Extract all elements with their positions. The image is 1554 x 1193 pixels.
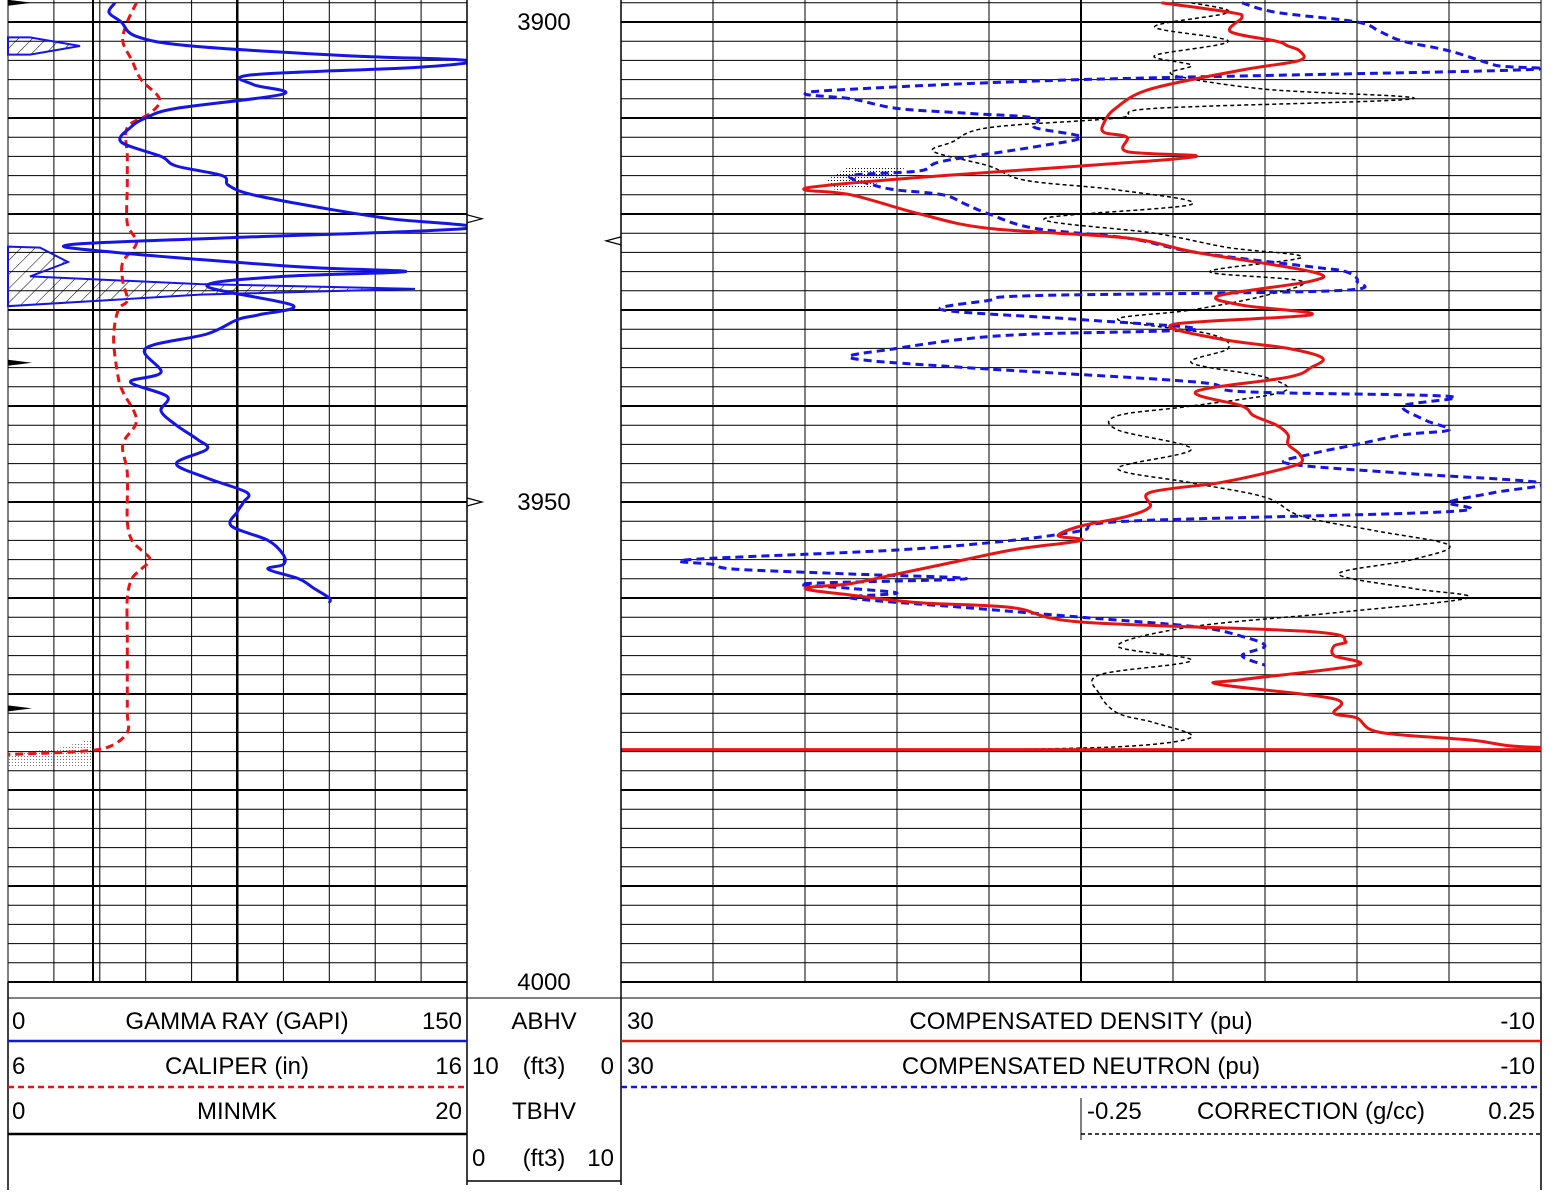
abhv-name: ABHV	[511, 1008, 576, 1035]
caliper-stipple-fill	[8, 740, 93, 766]
corr-min-label: -0.25	[1087, 1098, 1142, 1125]
tbhv-max-label: 10	[587, 1145, 614, 1172]
depth-label-3950: 3950	[517, 489, 570, 516]
neu-curve-name: COMPENSATED NEUTRON (pu)	[902, 1053, 1260, 1080]
track1-grid	[7, 0, 468, 983]
den-min-label: 30	[627, 1008, 654, 1035]
gamma-ray-curve	[61, 1, 467, 604]
corr-curve-name: CORRECTION (g/cc)	[1197, 1098, 1425, 1125]
log-header: 0 GAMMA RAY (GAPI) 150 6 CALIPER (in) 16…	[7, 982, 1542, 1190]
depth-marker-left	[8, 705, 32, 712]
track2-curves	[621, 1, 1541, 752]
minmk-min-label: 0	[12, 1098, 25, 1125]
neu-max-label: -10	[1500, 1053, 1535, 1080]
depth-marker-right	[466, 214, 485, 224]
minmk-hatch-fill	[7, 36, 81, 56]
density-curve	[802, 1, 1541, 749]
depth-marker-track2	[603, 236, 622, 246]
gr-max-label: 150	[422, 1008, 462, 1035]
gr-min-label: 0	[12, 1008, 25, 1035]
tbhv-unit: (ft3)	[523, 1145, 566, 1172]
depth-label-4000: 4000	[517, 969, 570, 996]
depth-markers	[8, 0, 622, 712]
cal-curve-name: CALIPER (in)	[165, 1053, 309, 1080]
cal-max-label: 16	[435, 1053, 462, 1080]
fill-areas	[7, 36, 905, 766]
tbhv-min-label: 0	[472, 1145, 485, 1172]
minmk-curve-name: MINMK	[197, 1098, 277, 1125]
depth-marker-right	[466, 497, 485, 507]
correction-curve	[931, 2, 1471, 752]
track1-curves	[8, 1, 467, 756]
track2-grid	[620, 0, 1542, 983]
neu-min-label: 30	[627, 1053, 654, 1080]
depth-marker-left	[8, 359, 32, 366]
gr-curve-name: GAMMA RAY (GAPI)	[125, 1008, 348, 1035]
abhv-max-label: 0	[601, 1053, 614, 1080]
den-max-label: -10	[1500, 1008, 1535, 1035]
cal-min-label: 6	[12, 1053, 25, 1080]
tbhv-name: TBHV	[512, 1098, 576, 1125]
minmk-hatch-fill	[7, 245, 416, 308]
neutron-curve	[678, 1, 1541, 667]
depth-track: 3900 3950 4000	[466, 0, 622, 1185]
depth-label-3900: 3900	[517, 9, 570, 36]
abhv-min-label: 10	[472, 1053, 499, 1080]
depth-marker-left	[8, 0, 32, 6]
abhv-unit: (ft3)	[523, 1053, 566, 1080]
minmk-max-label: 20	[435, 1098, 462, 1125]
den-curve-name: COMPENSATED DENSITY (pu)	[909, 1008, 1252, 1035]
corr-max-label: 0.25	[1488, 1098, 1535, 1125]
